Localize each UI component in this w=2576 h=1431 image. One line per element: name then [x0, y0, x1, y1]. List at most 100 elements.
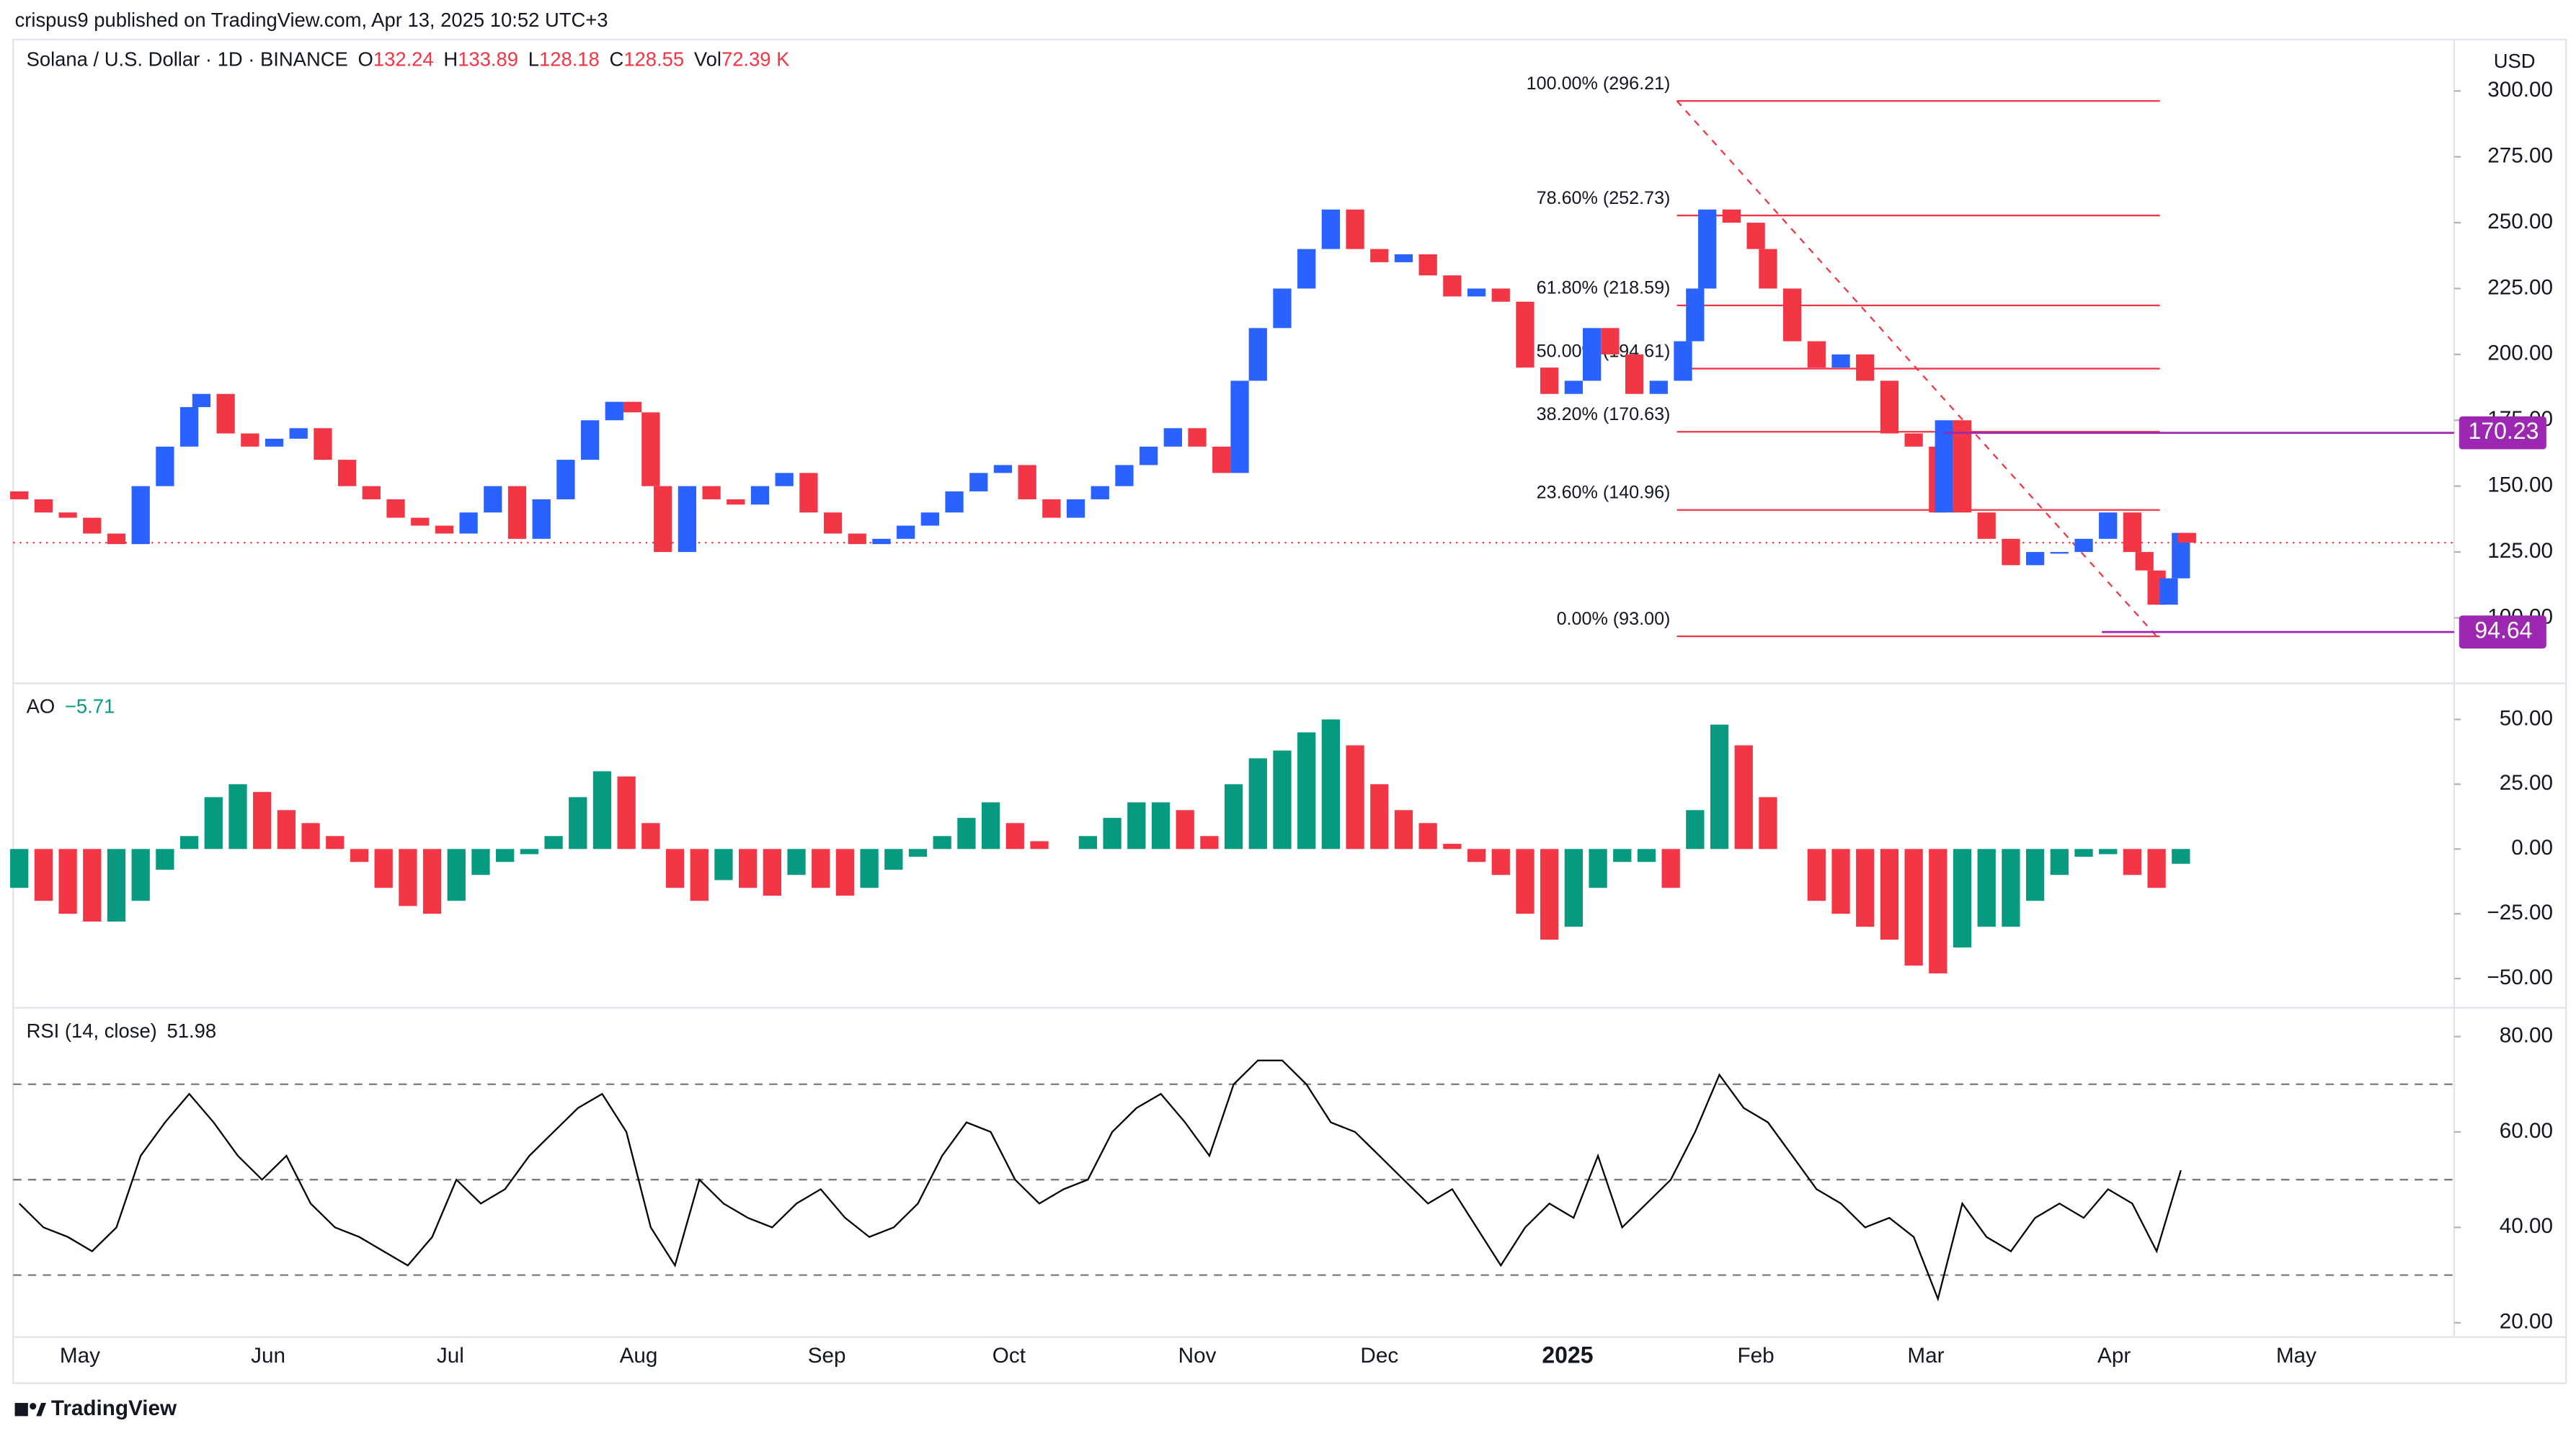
- candle-body: [1904, 433, 1923, 447]
- candle-body: [727, 499, 745, 505]
- ao-bar: [1686, 810, 1705, 850]
- candle-body: [897, 525, 915, 539]
- ao-bar: [107, 849, 126, 922]
- candle-body: [1115, 465, 1134, 486]
- candle-body: [1491, 288, 1510, 302]
- ao-bar: [2099, 849, 2118, 855]
- indicator-legend: RSI (14, close) 51.98: [27, 1020, 217, 1042]
- candle-body: [1346, 209, 1364, 249]
- candle-body: [107, 533, 126, 545]
- candle-body: [289, 428, 308, 439]
- fib-label: 38.20% (170.63): [1537, 404, 1671, 424]
- ao-bar: [1443, 844, 1462, 850]
- y-tick-label: 40.00: [2500, 1214, 2553, 1238]
- ao-bar: [1005, 823, 1024, 850]
- candle-body: [314, 428, 332, 460]
- ao-bar: [1418, 823, 1437, 850]
- candle-body: [1042, 499, 1061, 518]
- candle-body: [2025, 552, 2045, 566]
- ao-bar: [228, 784, 247, 850]
- ao-bar: [884, 849, 903, 870]
- ohlc-label: C: [610, 48, 624, 71]
- publisher: crispus9 published on TradingView.com, A…: [15, 9, 608, 31]
- ao-bar: [1977, 849, 1996, 927]
- ohlc-value: 133.89: [458, 48, 518, 71]
- ao-bar: [908, 849, 928, 857]
- y-tick-label: 300.00: [2487, 78, 2553, 102]
- x-tick-label: Nov: [1178, 1344, 1217, 1368]
- ao-bar: [1151, 802, 1171, 850]
- ao-bar: [2002, 849, 2020, 927]
- candle-body: [1230, 380, 1249, 473]
- ao-bar: [253, 792, 272, 850]
- y-tick-label: 125.00: [2487, 539, 2553, 563]
- indicator-title: AO: [27, 695, 55, 718]
- candle-body: [1722, 209, 1741, 223]
- candle-body: [1273, 288, 1292, 329]
- ohlc-value: 128.55: [623, 48, 684, 71]
- ao-bar: [1540, 849, 1559, 940]
- y-tick-label: 20.00: [2500, 1310, 2553, 1334]
- ao-bar: [1321, 719, 1341, 850]
- footer-brand: TradingView: [51, 1396, 177, 1420]
- candle-body: [435, 525, 454, 534]
- ohlc-label: Vol: [694, 48, 721, 71]
- candle-body: [848, 533, 866, 545]
- candle-body: [179, 406, 199, 447]
- ao-bar: [2147, 849, 2166, 888]
- ao-bar: [1297, 732, 1316, 850]
- frame: [12, 38, 2567, 1384]
- candle-body: [1807, 341, 1826, 368]
- ao-bar: [1030, 841, 1049, 850]
- candle-body: [1935, 420, 1953, 513]
- ao-bar: [1589, 849, 1607, 888]
- x-tick-label: Sep: [808, 1344, 846, 1368]
- candle-body: [823, 512, 843, 534]
- candle-body: [605, 401, 623, 421]
- ao-bar: [496, 849, 515, 862]
- candle-body: [1321, 209, 1341, 249]
- ohlc-label: L: [528, 48, 539, 71]
- x-tick-label: Feb: [1738, 1344, 1775, 1368]
- ao-bar: [58, 849, 77, 914]
- candle-body: [872, 538, 891, 545]
- candle-body: [1467, 288, 1486, 297]
- candle-body: [411, 517, 430, 526]
- fib-label: 61.80% (218.59): [1537, 278, 1671, 298]
- candle-body: [702, 486, 721, 499]
- ao-bar: [933, 836, 951, 850]
- ao-bar: [1807, 849, 1826, 901]
- candle-body: [654, 486, 672, 553]
- candle-body: [241, 433, 259, 447]
- ao-bar: [326, 836, 345, 850]
- ao-bar: [1394, 810, 1413, 850]
- candle-body: [556, 460, 575, 499]
- candle-body: [920, 512, 940, 526]
- candle-body: [216, 393, 235, 434]
- ao-bar: [1904, 849, 1923, 966]
- candle-body: [799, 473, 818, 513]
- y-tick-label: 250.00: [2487, 210, 2553, 233]
- ao-bar: [957, 818, 976, 850]
- candle-body: [1746, 223, 1765, 249]
- ao-bar: [787, 849, 806, 875]
- candle-body: [2050, 552, 2069, 554]
- candle-body: [1248, 328, 1267, 381]
- candle-body: [2159, 578, 2178, 605]
- candle-body: [641, 412, 660, 486]
- candle-body: [969, 473, 988, 491]
- ao-bar: [156, 849, 174, 870]
- candle-body: [2002, 538, 2020, 566]
- candle-body: [10, 491, 29, 499]
- symbol-legend: Solana / U.S. Dollar · 1D · BINANCE O132.…: [27, 48, 790, 71]
- candle-body: [1953, 420, 1972, 513]
- ao-bar: [301, 823, 320, 850]
- ao-bar: [860, 849, 879, 888]
- price-tag-label: 94.64: [2474, 618, 2532, 643]
- candle-body: [1443, 275, 1462, 297]
- fib-label: 23.60% (140.96): [1537, 483, 1671, 503]
- y-tick-label: 80.00: [2500, 1023, 2553, 1047]
- ao-bar: [738, 849, 758, 888]
- ao-bar: [544, 836, 563, 850]
